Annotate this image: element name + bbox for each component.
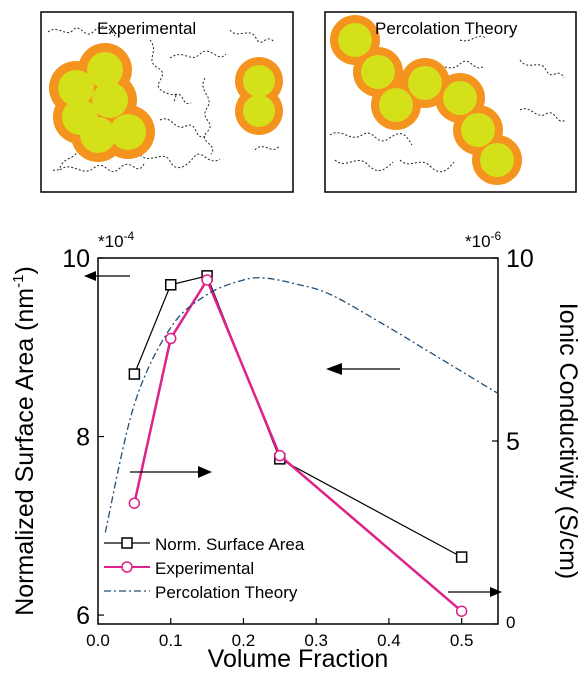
percolation-panel: Percolation Theory	[324, 11, 577, 193]
legend: Norm. Surface Area Experimental Percolat…	[104, 535, 305, 602]
left-axis-ticks: 6 8 10	[62, 245, 104, 630]
chart: 0.0 0.1 0.2 0.3 0.4 0.5 6 8 10 0 5 10 Norm. Surfa…	[10, 229, 582, 673]
right-tick-label: 5	[506, 428, 520, 456]
x-axis-title: Volume Fraction	[208, 645, 389, 673]
experimental-panel: Experimental	[40, 11, 294, 193]
left-tick-label: 8	[76, 424, 90, 452]
data-point-experimental	[455, 605, 468, 617]
x-axis-ticks: 0.0 0.1 0.2 0.3 0.4 0.5	[86, 618, 473, 650]
legend-marker-experimental	[121, 561, 133, 573]
left-tick-label: 6	[76, 602, 90, 630]
right-tick-label: 10	[506, 245, 534, 273]
particle-chain-right	[330, 15, 522, 185]
x-tick-label: 0.1	[159, 631, 183, 650]
left-tick-label: 10	[62, 245, 90, 273]
left-axis-title: Normalized Surface Area (nm-1)	[10, 266, 39, 616]
x-tick-label: 0.4	[377, 631, 401, 650]
data-point-surface-area	[164, 279, 177, 291]
legend-marker-surface-area	[121, 537, 133, 549]
arrow-head-right-mid	[198, 466, 212, 478]
arrow-annotations	[84, 271, 502, 597]
data-point-surface-area	[128, 368, 141, 380]
legend-label-surface-area: Norm. Surface Area	[155, 535, 305, 554]
data-point-surface-area	[455, 551, 468, 563]
arrow-head-left-mid	[326, 363, 342, 375]
legend-label-percolation: Percolation Theory	[155, 583, 298, 602]
right-axis-ticks: 0 5 10	[492, 245, 534, 632]
right-tick-label: 0	[506, 613, 515, 632]
series-line-percolation	[104, 277, 498, 533]
data-point-experimental	[128, 497, 141, 509]
arrow-head-right-bottom	[490, 587, 502, 597]
x-tick-label: 0.5	[450, 631, 474, 650]
left-axis-multiplier: *10-4	[98, 229, 135, 251]
legend-label-experimental: Experimental	[155, 559, 254, 578]
percolation-panel-title: Percolation Theory	[375, 19, 518, 38]
right-axis-title: Ionic Conductivity (S/cm)	[554, 303, 582, 579]
data-point-experimental	[274, 449, 286, 462]
experimental-panel-title: Experimental	[97, 19, 196, 38]
particle-cluster-left	[49, 43, 155, 162]
right-axis-multiplier: *10-6	[465, 229, 502, 251]
x-tick-label: 0.0	[86, 631, 110, 650]
particle-pair-left	[235, 57, 283, 135]
data-point-experimental	[201, 274, 213, 286]
x-tick-label: 0.3	[304, 631, 328, 650]
series-layer	[104, 270, 498, 617]
polymer-chains-left	[47, 26, 280, 173]
data-point-experimental	[164, 332, 177, 345]
arrow-head-left-top	[84, 271, 96, 281]
x-tick-label: 0.2	[232, 631, 256, 650]
